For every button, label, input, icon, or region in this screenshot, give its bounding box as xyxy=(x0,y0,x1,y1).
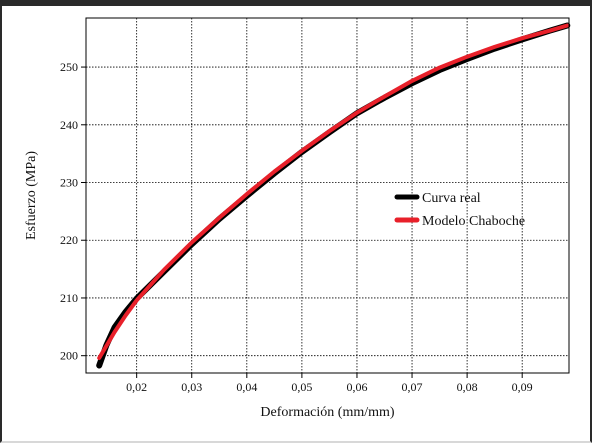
x-tick-label: 0,07 xyxy=(402,380,423,394)
y-tick-label: 210 xyxy=(60,291,78,305)
grid-lines xyxy=(86,18,569,373)
x-tick-label: 0,03 xyxy=(181,380,202,394)
y-axis-ticks: 200 210 220 230 240 250 xyxy=(60,60,86,363)
y-tick-label: 230 xyxy=(60,176,78,190)
x-tick-label: 0,02 xyxy=(126,380,147,394)
x-tick-label: 0,05 xyxy=(291,380,312,394)
y-tick-label: 220 xyxy=(60,233,78,247)
y-tick-label: 250 xyxy=(60,60,78,74)
series-line-modelo-chaboche xyxy=(97,23,570,360)
y-tick-label: 240 xyxy=(60,118,78,132)
series-line-curva-real xyxy=(96,22,571,369)
legend-label-modelo-chaboche: Modelo Chaboche xyxy=(422,214,525,229)
plot-area-border xyxy=(85,17,570,374)
x-tick-label: 0,06 xyxy=(346,380,367,394)
legend-label-curva-real: Curva real xyxy=(422,191,481,206)
x-tick-label: 0,04 xyxy=(236,380,257,394)
legend: Curva real Modelo Chaboche xyxy=(394,191,525,229)
y-axis-label: Esfuerzo (MPa) xyxy=(24,151,39,240)
x-tick-label: 0,09 xyxy=(512,380,533,394)
y-tick-label: 200 xyxy=(60,349,78,363)
series-layer xyxy=(96,22,571,369)
x-axis-label: Deformación (mm/mm) xyxy=(260,405,394,420)
x-tick-label: 0,08 xyxy=(457,380,478,394)
x-axis-ticks: 0,02 0,03 0,04 0,05 0,06 0,07 0,08 0,09 xyxy=(126,373,533,394)
